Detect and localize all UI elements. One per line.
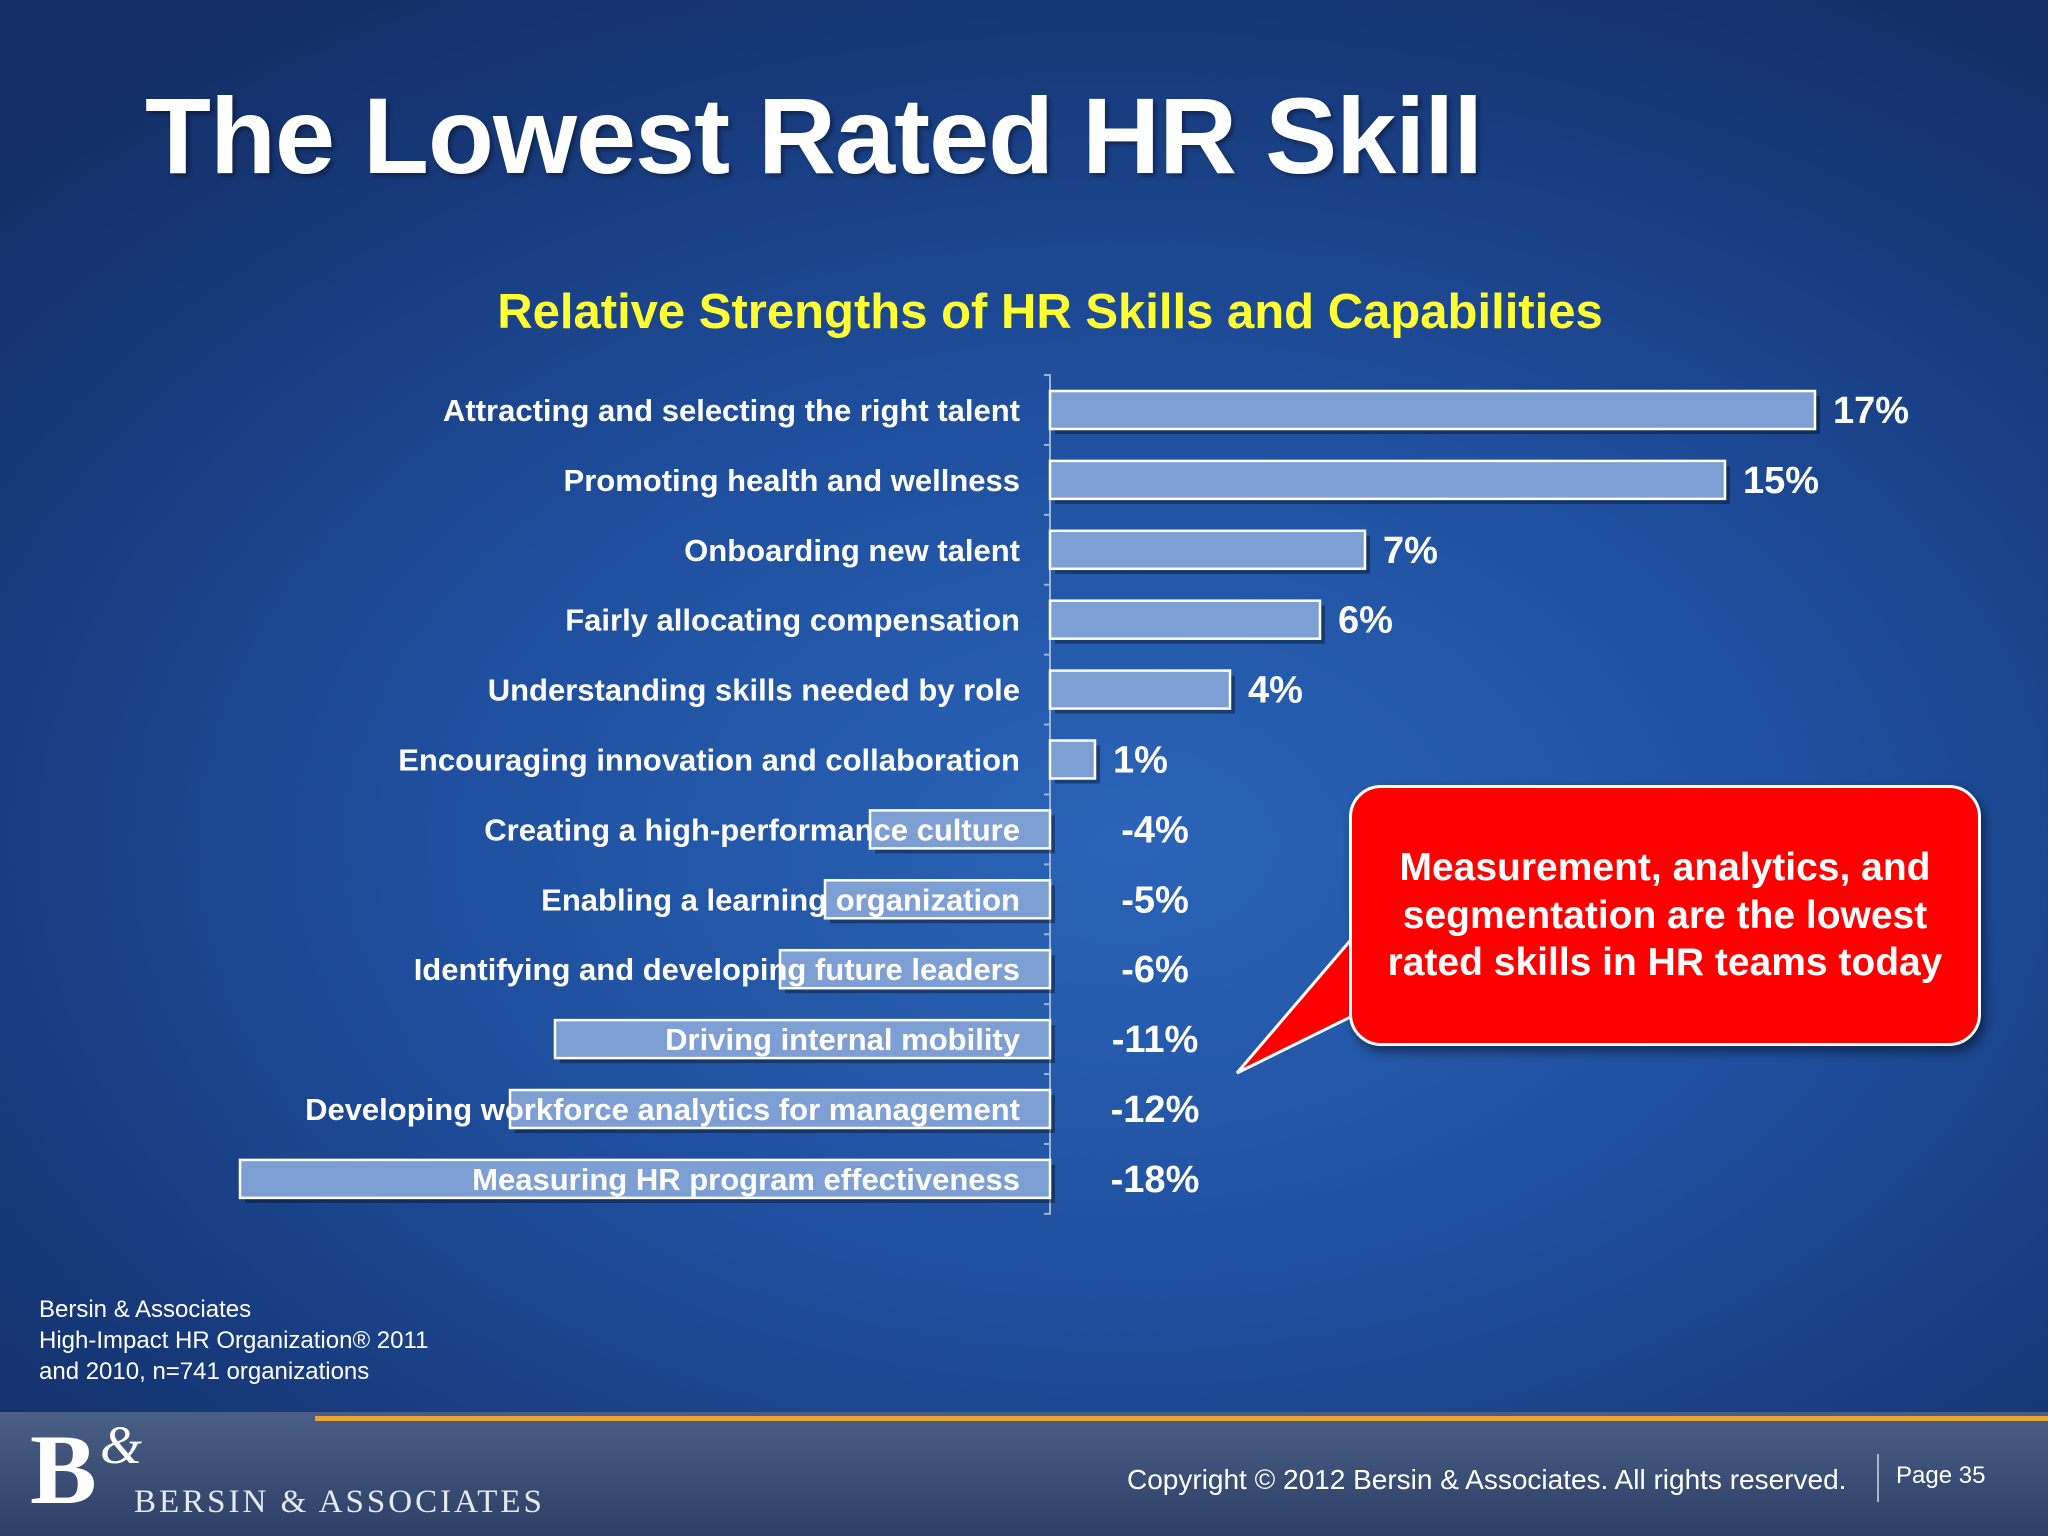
bar [1048,739,1097,780]
bar-chart: Attracting and selecting the right talen… [238,374,1909,1215]
company-logo-mark: B [30,1414,97,1525]
callout-text: Measurement, analytics, and segmentation… [1387,846,1943,985]
bar [238,1158,1052,1200]
category-label: Understanding skills needed by role [488,673,1020,708]
bar [1048,459,1727,501]
category-label: Enabling a learning organization [541,882,1020,917]
bar [1048,599,1322,640]
category-label: Promoting health and wellness [564,463,1020,498]
category-label: Identifying and developing future leader… [414,952,1020,987]
source-line-3: and 2010, n=741 organizations [39,1358,370,1385]
category-label: Driving internal mobility [665,1022,1021,1057]
bar [778,948,1052,990]
bar [1048,529,1367,571]
value-label: 15% [1743,460,1819,502]
category-label: Creating a high-performance culture [484,812,1020,847]
company-logo-name: BERSIN & ASSOCIATES [134,1484,545,1520]
value-label: -4% [1121,809,1189,851]
callout-pointer [1237,935,1395,1073]
source-note: Bersin & Associates High-Impact HR Organ… [39,1294,428,1387]
source-line-2: High-Impact HR Organization® 2011 [39,1327,429,1354]
value-label: 4% [1248,670,1303,712]
value-label: 7% [1383,530,1438,572]
page-number: Page 35 [1896,1462,1986,1489]
bar [553,1018,1052,1060]
category-label: Encouraging innovation and collaboration [398,743,1020,778]
bar [508,1088,1052,1130]
callout-box: Measurement, analytics, and segmentation… [1349,785,1981,1046]
copyright-notice: Copyright © 2012 Bersin & Associates. Al… [1127,1464,1847,1495]
bar [1048,389,1817,431]
bar [868,809,1052,850]
bar [1048,669,1232,710]
value-label: -6% [1121,949,1189,991]
bar [823,879,1052,920]
value-label: -18% [1111,1159,1200,1201]
footer-accent-line [315,1416,2048,1421]
category-label: Developing workforce analytics for manag… [305,1092,1020,1127]
value-label: -5% [1121,879,1189,921]
value-label: 6% [1338,600,1393,642]
category-label: Fairly allocating compensation [565,603,1020,638]
value-label: -11% [1112,1019,1199,1061]
value-label: 1% [1113,740,1168,782]
chart-title: Relative Strengths of HR Skills and Capa… [497,285,1603,339]
category-label: Attracting and selecting the right talen… [443,393,1020,428]
value-label: 17% [1833,390,1909,432]
category-label: Measuring HR program effectiveness [472,1162,1020,1197]
category-label: Onboarding new talent [684,533,1020,568]
source-line-1: Bersin & Associates [39,1296,252,1323]
company-logo-ampersand: & [100,1415,143,1475]
footer-divider [1877,1454,1879,1502]
slide-title: The Lowest Rated HR Skill [145,75,1483,196]
footer-bar [0,1412,2048,1536]
value-label: -12% [1111,1089,1200,1131]
